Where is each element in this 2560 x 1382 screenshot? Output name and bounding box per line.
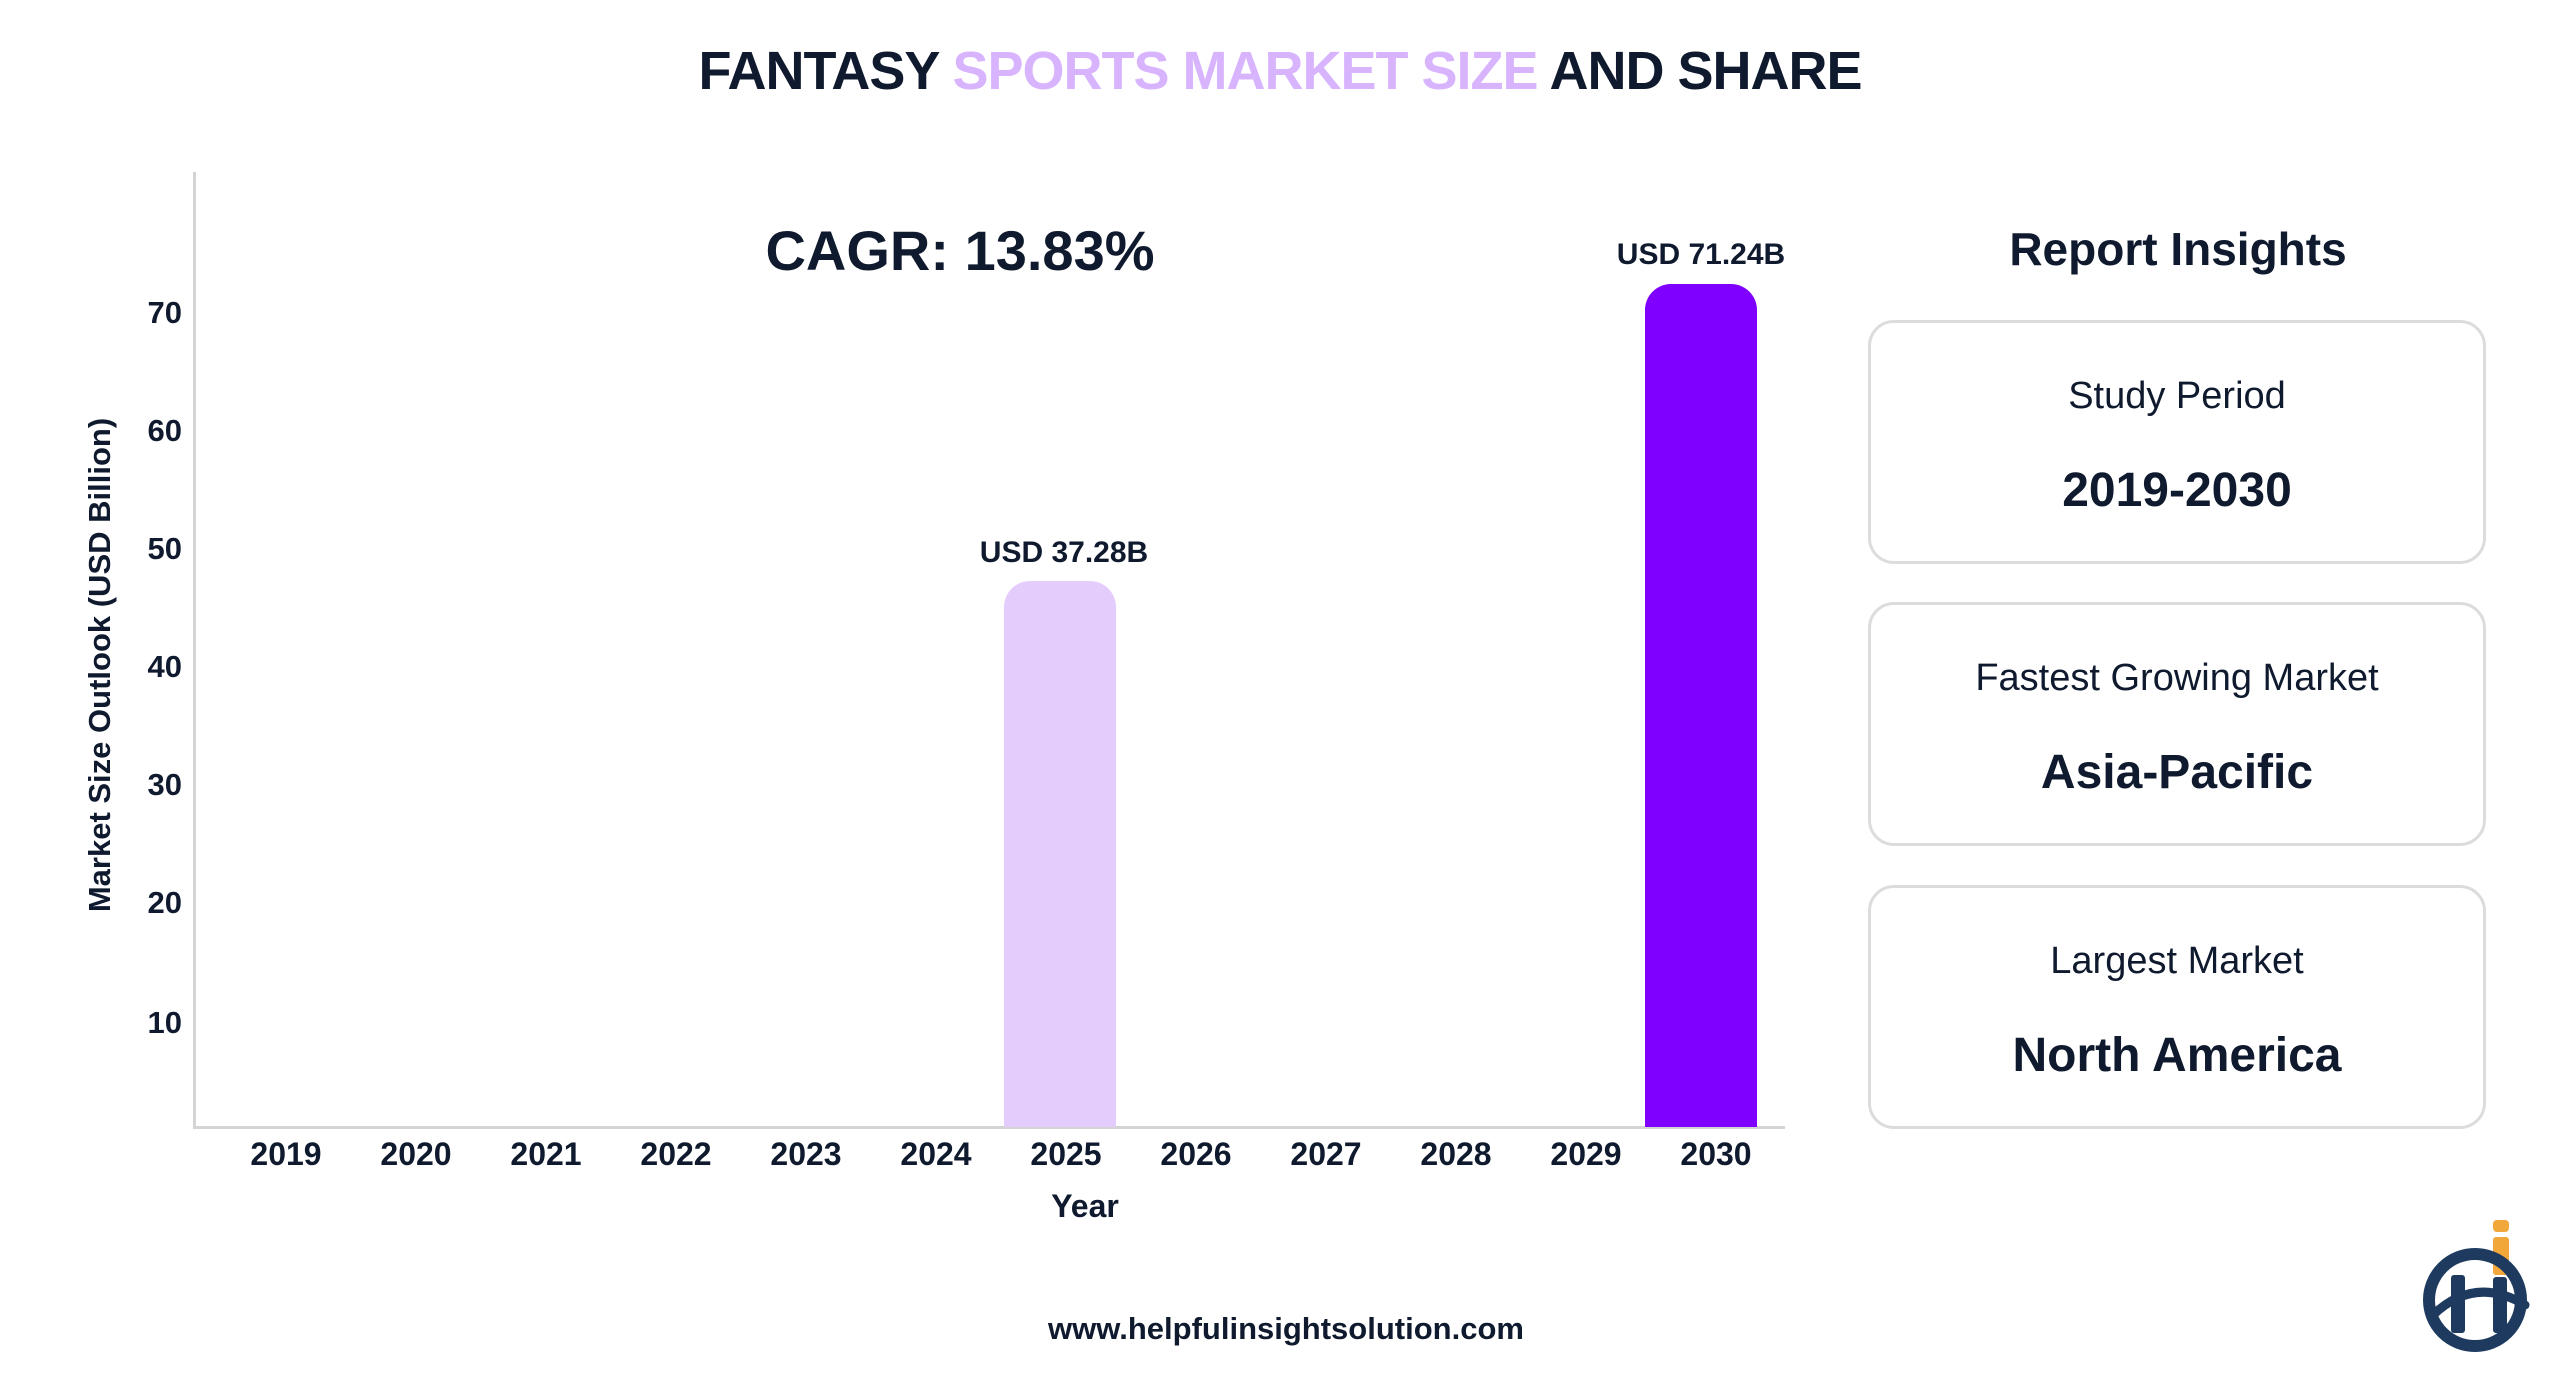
y-tick: 10	[147, 1005, 182, 1040]
insight-card-label: Study Period	[2068, 375, 2286, 417]
page-title: FANTASY SPORTS MARKET SIZE AND SHARE	[0, 40, 2560, 102]
x-tick: 2025	[1030, 1136, 1102, 1172]
bar-label-2030: USD 71.24B	[1616, 238, 1786, 271]
insight-card-value: Asia-Pacific	[2040, 746, 2314, 799]
y-tick: 20	[147, 885, 182, 920]
x-tick: 2026	[1160, 1136, 1232, 1172]
insight-card-label: Largest Market	[2050, 940, 2304, 982]
y-tick: 40	[147, 649, 182, 684]
insight-card-value: North America	[2012, 1029, 2342, 1082]
x-tick: 2021	[510, 1136, 582, 1172]
y-axis-line	[193, 172, 196, 1129]
x-axis-title: Year	[1051, 1188, 1119, 1224]
x-tick: 2022	[640, 1136, 712, 1172]
y-tick: 30	[147, 767, 182, 802]
footer-website-link[interactable]: www.helpfulinsightsolution.com	[1048, 1311, 1524, 1346]
cagr-annotation: CAGR: 13.83%	[765, 219, 1155, 282]
insights-title: Report Insights	[2009, 223, 2347, 275]
title-accent: SPORTS MARKET SIZE	[952, 41, 1538, 101]
insight-card-value: 2019-2030	[2062, 464, 2292, 517]
insight-card-label: Fastest Growing Market	[1975, 657, 2379, 699]
x-tick: 2024	[900, 1136, 972, 1172]
y-tick: 60	[147, 413, 182, 448]
y-tick: 70	[147, 295, 182, 330]
title-part-2: AND SHARE	[1537, 41, 1863, 101]
y-axis-title: Market Size Outlook (USD Billion)	[82, 417, 117, 913]
insight-card-study-period: Study Period 2019-2030	[1868, 320, 2486, 564]
x-tick: 2023	[770, 1136, 842, 1172]
y-tick: 50	[147, 531, 182, 566]
bar-2030	[1645, 284, 1757, 1127]
x-tick: 2028	[1420, 1136, 1492, 1172]
x-tick: 2019	[250, 1136, 322, 1172]
bar-2025	[1004, 581, 1116, 1127]
insight-card-fastest-growing: Fastest Growing Market Asia-Pacific	[1868, 602, 2486, 846]
x-tick: 2029	[1550, 1136, 1622, 1172]
x-axis-line	[193, 1126, 1785, 1129]
title-part-1: FANTASY	[698, 41, 953, 101]
x-tick: 2027	[1290, 1136, 1362, 1172]
x-tick: 2030	[1680, 1136, 1752, 1172]
x-tick: 2020	[380, 1136, 452, 1172]
bar-label-2025: USD 37.28B	[979, 536, 1149, 569]
insight-card-largest-market: Largest Market North America	[1868, 885, 2486, 1129]
company-logo-icon	[2415, 1215, 2535, 1355]
